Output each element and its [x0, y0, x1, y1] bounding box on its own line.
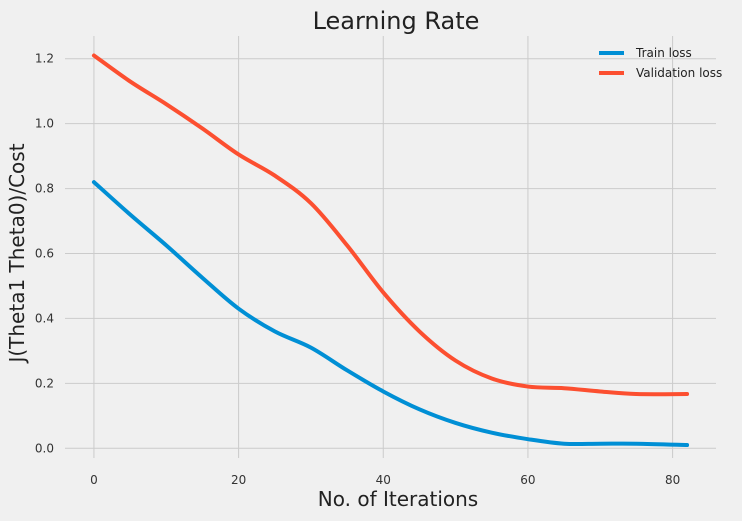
- y-tick-label: 0.2: [35, 376, 54, 390]
- legend: Train loss Validation loss: [599, 46, 722, 80]
- y-axis-label: J(Theta1 Theta0)/Cost: [5, 143, 29, 364]
- y-tick-label: 1.2: [35, 52, 54, 66]
- x-tick-label: 60: [520, 473, 535, 487]
- legend-label-validation-loss: Validation loss: [636, 66, 722, 80]
- x-tick-label: 40: [376, 473, 391, 487]
- y-tick-label: 0.8: [35, 182, 54, 196]
- y-tick-label: 0.4: [35, 311, 54, 325]
- y-tick-label: 0.6: [35, 246, 54, 260]
- y-tick-label: 0.0: [35, 441, 54, 455]
- chart-title: Learning Rate: [313, 7, 480, 35]
- legend-label-train-loss: Train loss: [635, 46, 692, 60]
- x-tick-label: 20: [231, 473, 246, 487]
- series-layer: [91, 53, 690, 448]
- x-tick-label: 80: [665, 473, 680, 487]
- tick-layer: 0 20 40 60 80 0.0 0.2 0.4 0.6 0.8 1.0 1.2: [35, 52, 680, 487]
- grid-layer: [65, 36, 716, 458]
- x-axis-label: No. of Iterations: [318, 487, 478, 511]
- validation-loss-line: [91, 53, 690, 397]
- y-tick-label: 1.0: [35, 117, 54, 131]
- x-tick-label: 0: [90, 473, 98, 487]
- train-loss-line: [91, 180, 690, 448]
